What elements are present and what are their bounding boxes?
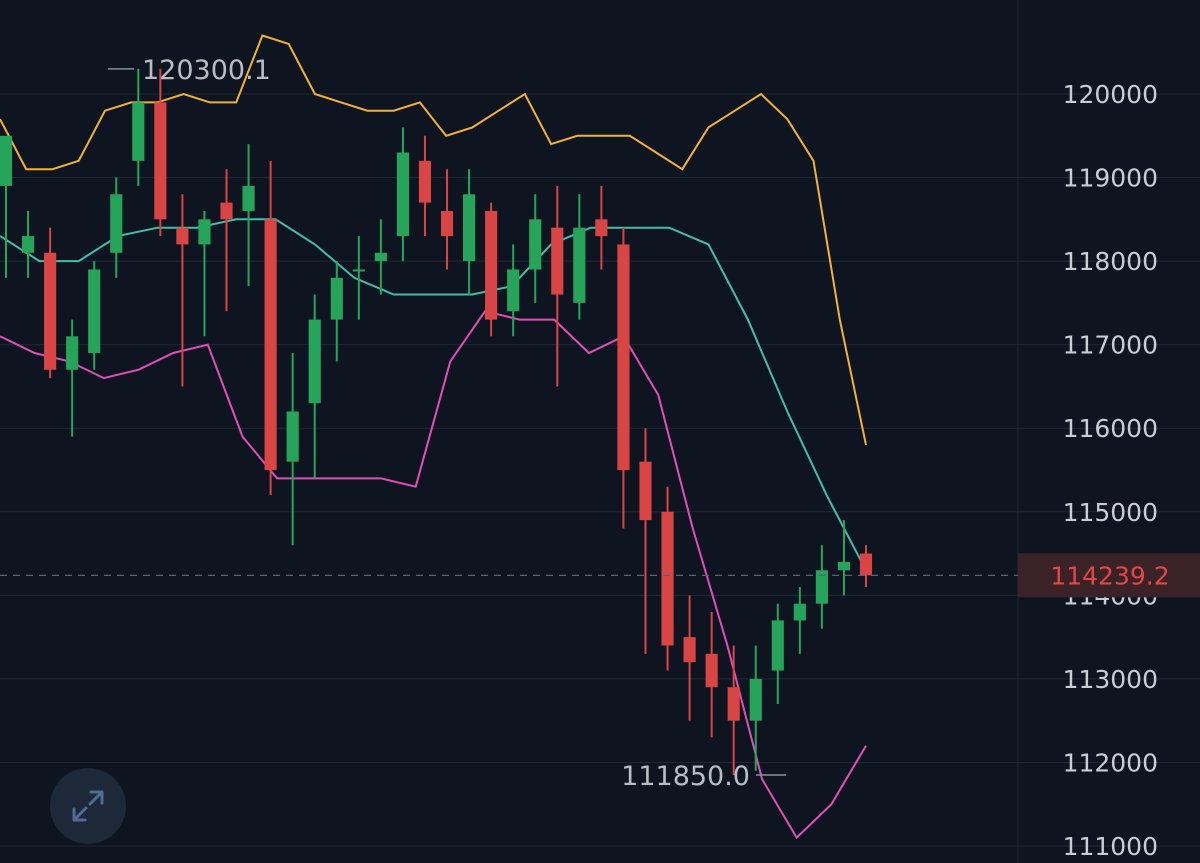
y-tick-label: 118000: [1063, 247, 1158, 276]
y-tick-label: 112000: [1063, 748, 1158, 777]
y-tick-label: 120000: [1063, 80, 1158, 109]
candle-body: [286, 411, 299, 462]
candle-body: [749, 678, 762, 721]
candle-body: [705, 653, 718, 688]
fullscreen-button[interactable]: [50, 768, 126, 844]
expand-arrows-icon: [72, 790, 104, 822]
candle-body: [551, 227, 564, 295]
candle-body: [573, 227, 586, 303]
candle-body: [21, 236, 35, 253]
y-tick-label: 119000: [1063, 164, 1158, 193]
candle-body: [176, 227, 189, 245]
candle-body: [485, 210, 498, 320]
candle-body: [440, 210, 454, 237]
candle-body: [859, 553, 873, 576]
candle-body: [132, 102, 145, 161]
candle-body: [639, 461, 652, 521]
candle-body: [154, 102, 167, 220]
candle-body: [110, 194, 123, 253]
y-tick-label: 113000: [1063, 665, 1158, 694]
low-annotation: 111850.0: [621, 761, 750, 792]
candle-body: [507, 269, 520, 312]
band-line-middle-band: [0, 218, 867, 571]
candle-body: [837, 561, 851, 571]
candle-body: [771, 620, 784, 671]
candle-body: [198, 219, 211, 245]
candle-body: [661, 511, 674, 646]
candle-body: [352, 269, 365, 272]
candle-body: [683, 637, 696, 663]
high-annotation: 120300.1: [142, 55, 271, 86]
candle-body: [330, 277, 343, 320]
current-price-label: 114239.2: [1050, 561, 1169, 590]
candle-body: [264, 219, 277, 470]
candle-body: [308, 319, 321, 404]
y-tick-label: 115000: [1063, 498, 1158, 527]
y-tick-label: 116000: [1063, 414, 1158, 443]
candle-body: [66, 336, 79, 370]
band-line-upper-band: [0, 34, 867, 446]
candle-body: [617, 244, 630, 470]
band-line-lower-band: [0, 310, 867, 840]
candle-body: [463, 194, 476, 262]
price-tag-bg: [1018, 553, 1200, 598]
candle-body: [396, 152, 409, 237]
candle-body: [815, 570, 828, 604]
candle-body: [44, 252, 57, 370]
y-tick-label: 117000: [1063, 331, 1158, 360]
candle-body: [727, 687, 740, 721]
candle-body: [529, 219, 542, 270]
candle-body: [0, 135, 13, 186]
candle-body: [418, 160, 432, 203]
candle-body: [595, 219, 608, 237]
candle-body: [242, 185, 255, 211]
candle-body: [88, 269, 101, 354]
candle-body: [793, 603, 806, 621]
y-tick-label: 111000: [1063, 832, 1158, 861]
candle-body: [220, 202, 233, 220]
candle-body: [374, 252, 387, 262]
